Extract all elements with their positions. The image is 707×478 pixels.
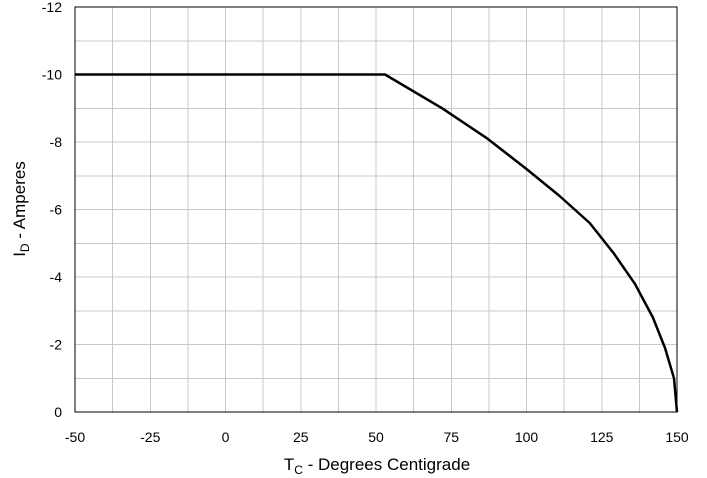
x-tick-label: 75	[443, 429, 459, 445]
plot-border	[74, 6, 678, 413]
x-axis-title: TC - Degrees Centigrade	[284, 455, 470, 477]
x-axis-title-prefix: T	[284, 455, 294, 474]
series-layer	[75, 73, 679, 413]
x-tick-label: -50	[65, 429, 85, 445]
x-tick-label: 125	[590, 429, 614, 445]
y-tick-label: -6	[50, 202, 63, 218]
x-axis-title-suffix: - Degrees Centigrade	[303, 455, 470, 474]
y-tick-label: -4	[50, 269, 63, 285]
x-tick-label: 50	[368, 429, 384, 445]
y-axis-title: ID - Amperes	[10, 161, 32, 257]
y-axis-title-suffix: - Amperes	[10, 161, 29, 243]
y-tick-labels: 0 -2 -4 -6 -8 -10 -12	[42, 0, 62, 420]
x-tick-label: 150	[665, 429, 689, 445]
y-tick-label: 0	[54, 404, 62, 420]
y-tick-label: -2	[50, 337, 63, 353]
x-axis-title-subscript: C	[294, 463, 303, 477]
y-tick-label: -10	[42, 67, 62, 83]
x-tick-label: 25	[293, 429, 309, 445]
y-tick-label: -8	[50, 134, 63, 150]
x-tick-label: 100	[515, 429, 539, 445]
y-tick-label: -12	[42, 0, 62, 15]
series-line-0	[75, 73, 679, 413]
x-tick-label: -25	[140, 429, 160, 445]
x-tick-label: 0	[222, 429, 230, 445]
y-axis-title-subscript: D	[18, 243, 32, 252]
x-tick-labels: -50 -25 0 25 50 75 100 125 150	[65, 429, 689, 445]
grid	[75, 7, 677, 412]
plot-frame	[74, 6, 678, 413]
y-axis-title-prefix: I	[10, 252, 29, 257]
